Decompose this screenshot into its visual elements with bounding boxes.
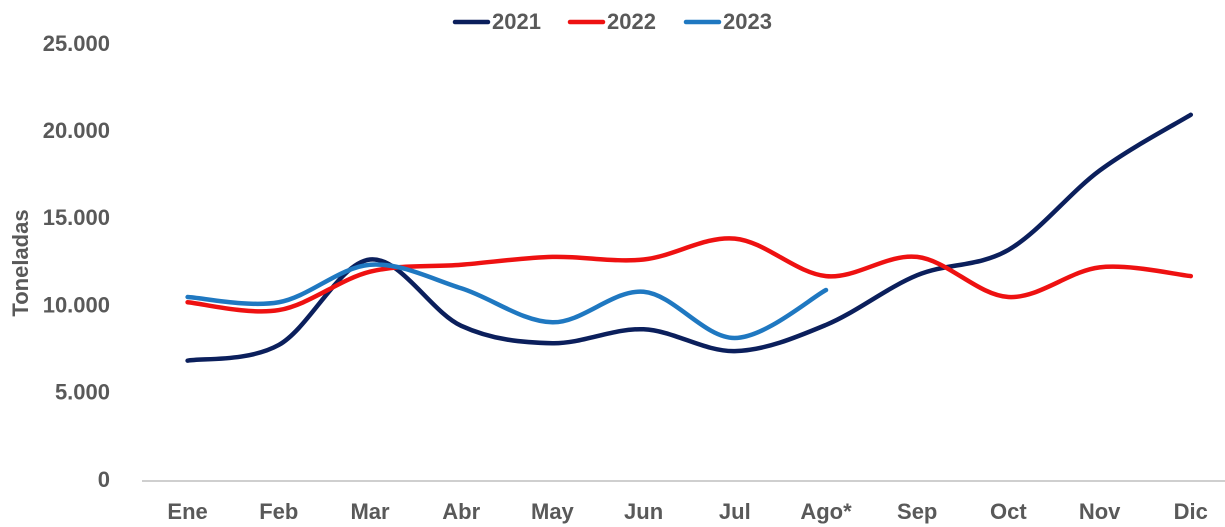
line-series (185, 262, 829, 341)
y-tick-label: 10.000 (43, 292, 110, 317)
x-tick-label: Feb (259, 499, 298, 524)
legend-label: 2021 (492, 9, 541, 34)
y-tick-label: 25.000 (43, 31, 110, 56)
x-tick-label: Abr (442, 499, 480, 524)
x-tick-label: Oct (990, 499, 1027, 524)
y-tick-label: 0 (98, 467, 110, 492)
y-tick-label: 15.000 (43, 205, 110, 230)
x-tick-label: Mar (350, 499, 390, 524)
line-series (185, 236, 1194, 314)
line-series (185, 112, 1194, 363)
x-tick-label: Ene (167, 499, 207, 524)
y-tick-label: 20.000 (43, 118, 110, 143)
x-tick-label: Jun (624, 499, 663, 524)
x-tick-label: Ago* (800, 499, 852, 524)
x-tick-label: Jul (719, 499, 751, 524)
y-axis-label: Toneladas (8, 209, 33, 316)
y-tick-label: 5.000 (55, 380, 110, 405)
legend-label: 2023 (723, 9, 772, 34)
x-tick-label: Dic (1174, 499, 1208, 524)
x-tick-label: Nov (1079, 499, 1121, 524)
x-tick-label: May (531, 499, 575, 524)
legend-label: 2022 (607, 9, 656, 34)
x-tick-label: Sep (897, 499, 937, 524)
